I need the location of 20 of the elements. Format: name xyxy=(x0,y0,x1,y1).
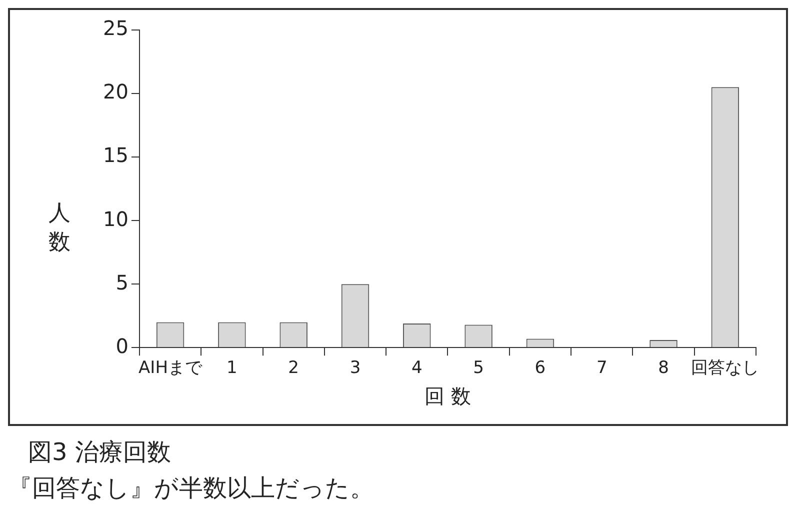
x-tick-label: 6 xyxy=(534,358,546,378)
y-tick-label: 10 xyxy=(102,206,128,231)
text: 図3 治療回数 xyxy=(28,437,172,468)
x-tick-label: 1 xyxy=(226,358,238,378)
x-axis-title: 回 数 xyxy=(424,384,471,408)
x-tick-label: 5 xyxy=(473,358,484,378)
x-tick-label: AIHまで xyxy=(138,358,203,378)
x-tick-label: 3 xyxy=(350,358,361,378)
y-tick-label: 5 xyxy=(116,270,128,294)
x-tick-label: 7 xyxy=(596,358,608,378)
y-tick-label: 20 xyxy=(102,80,128,104)
y-tick-label: 0 xyxy=(116,334,128,358)
y-axis-title: 人数 xyxy=(48,200,72,257)
x-tick-label: 回答なし xyxy=(691,358,760,378)
x-tick-label: 2 xyxy=(288,358,299,378)
x-tick-label: 4 xyxy=(411,358,422,378)
x-tick-label: 8 xyxy=(658,358,669,378)
y-tick-label: 15 xyxy=(102,143,128,168)
y-tick-label: 25 xyxy=(102,16,128,40)
text: 『回答なし』が半数以上だった。 xyxy=(8,473,375,504)
